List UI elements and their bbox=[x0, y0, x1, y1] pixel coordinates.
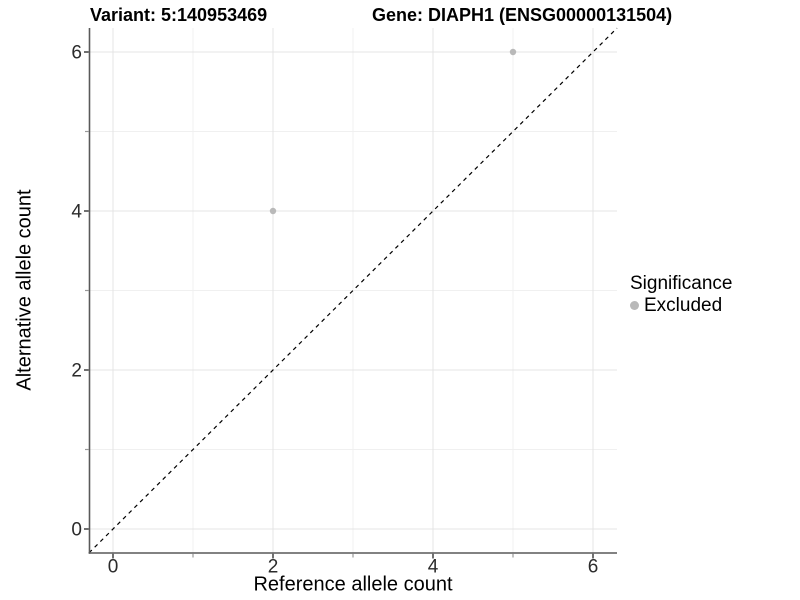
x-tick-label: 0 bbox=[108, 557, 119, 578]
legend-title: Significance bbox=[630, 273, 733, 294]
x-tick-label: 6 bbox=[588, 557, 599, 578]
y-tick-label: 2 bbox=[71, 361, 82, 382]
legend-item-label: Excluded bbox=[644, 295, 723, 316]
legend: Significance Excluded bbox=[630, 273, 732, 316]
data-point bbox=[269, 207, 277, 215]
data-point bbox=[509, 48, 517, 56]
legend-item-excluded: Excluded bbox=[630, 295, 732, 316]
variant-title: Variant: 5:140953469 bbox=[90, 5, 268, 25]
y-tick-label: 6 bbox=[71, 43, 82, 64]
x-axis-title: Reference allele count bbox=[253, 573, 453, 596]
y-tick-label: 4 bbox=[71, 202, 82, 223]
legend-point-icon bbox=[630, 301, 639, 310]
x-tick-label: 4 bbox=[428, 557, 439, 578]
gene-title: Gene: DIAPH1 (ENSG00000131504) bbox=[372, 5, 673, 25]
y-tick-label: 0 bbox=[71, 520, 82, 541]
x-tick-label: 2 bbox=[268, 557, 279, 578]
